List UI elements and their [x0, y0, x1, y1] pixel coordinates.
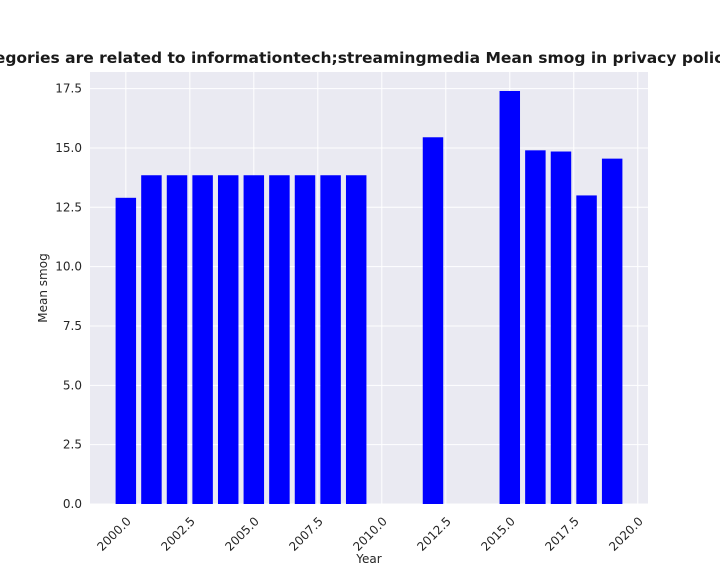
x-tick-label: 2007.5 — [286, 514, 326, 554]
bar-2001 — [141, 175, 162, 504]
bar-2009 — [345, 175, 367, 504]
x-tick-label: 2005.0 — [222, 514, 262, 554]
y-tick-label: 12.5 — [55, 200, 82, 214]
bar-2003 — [192, 175, 213, 504]
bar-2017 — [550, 151, 572, 504]
x-tick-label: 2000.0 — [94, 514, 134, 554]
bar-2018 — [576, 195, 597, 504]
x-axis-label: Year — [355, 552, 381, 566]
x-tick-label: 2020.0 — [606, 514, 646, 554]
x-tick-label: 2015.0 — [478, 514, 518, 554]
y-axis-label: Mean smog — [36, 253, 50, 322]
bars — [115, 90, 623, 505]
bar-2004 — [217, 175, 239, 504]
y-tick-label: 7.5 — [63, 319, 82, 333]
bar-2006 — [269, 175, 290, 504]
bar-2015 — [499, 90, 521, 504]
y-tick-label: 5.0 — [63, 378, 82, 392]
bar-2005 — [243, 175, 265, 504]
x-tick-label: 2012.5 — [414, 514, 454, 554]
bar-2012 — [422, 137, 444, 504]
x-tick-label: 2010.0 — [350, 514, 390, 554]
x-tick-label: 2017.5 — [542, 514, 582, 554]
y-tick-labels: 0.0 2.5 5.0 7.5 10.0 12.5 15.0 17.5 — [55, 82, 82, 511]
x-tick-labels: 2000.0 2002.5 2005.0 2007.5 2010.0 2012.5 2015… — [94, 514, 646, 554]
bar-2008 — [320, 175, 341, 504]
y-tick-label: 0.0 — [63, 497, 82, 511]
y-tick-label: 10.0 — [55, 260, 82, 274]
bar-2000 — [115, 197, 137, 505]
bar-2002 — [166, 175, 188, 504]
y-tick-label: 2.5 — [63, 438, 82, 452]
y-tick-label: 15.0 — [55, 141, 82, 155]
x-tick-label: 2002.5 — [158, 514, 198, 554]
bar-2016 — [525, 150, 546, 505]
chart-title: Seen categories are related to informati… — [0, 49, 720, 67]
bar-2019 — [601, 158, 623, 504]
bar-2007 — [294, 175, 316, 504]
y-tick-label: 17.5 — [55, 82, 82, 96]
